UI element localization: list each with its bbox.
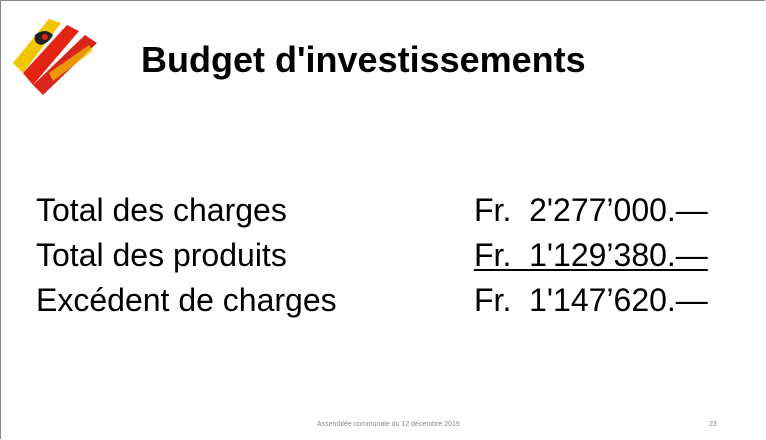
slide-title: Budget d'investissements [141,39,586,80]
row-amount: Fr. 2'277’000.— [474,192,708,228]
page-number: 23 [709,421,717,428]
row-label: Total des produits [36,237,287,273]
footer: Assemblée communale du 12 décembre 2019 [317,421,460,428]
logo [13,19,97,95]
row-amount: Fr. 1'147’620.— [474,282,708,318]
row-label: Excédent de charges [36,282,337,318]
row-amount: Fr. 1'129’380.— [474,237,708,273]
row-label: Total des charges [36,192,287,228]
